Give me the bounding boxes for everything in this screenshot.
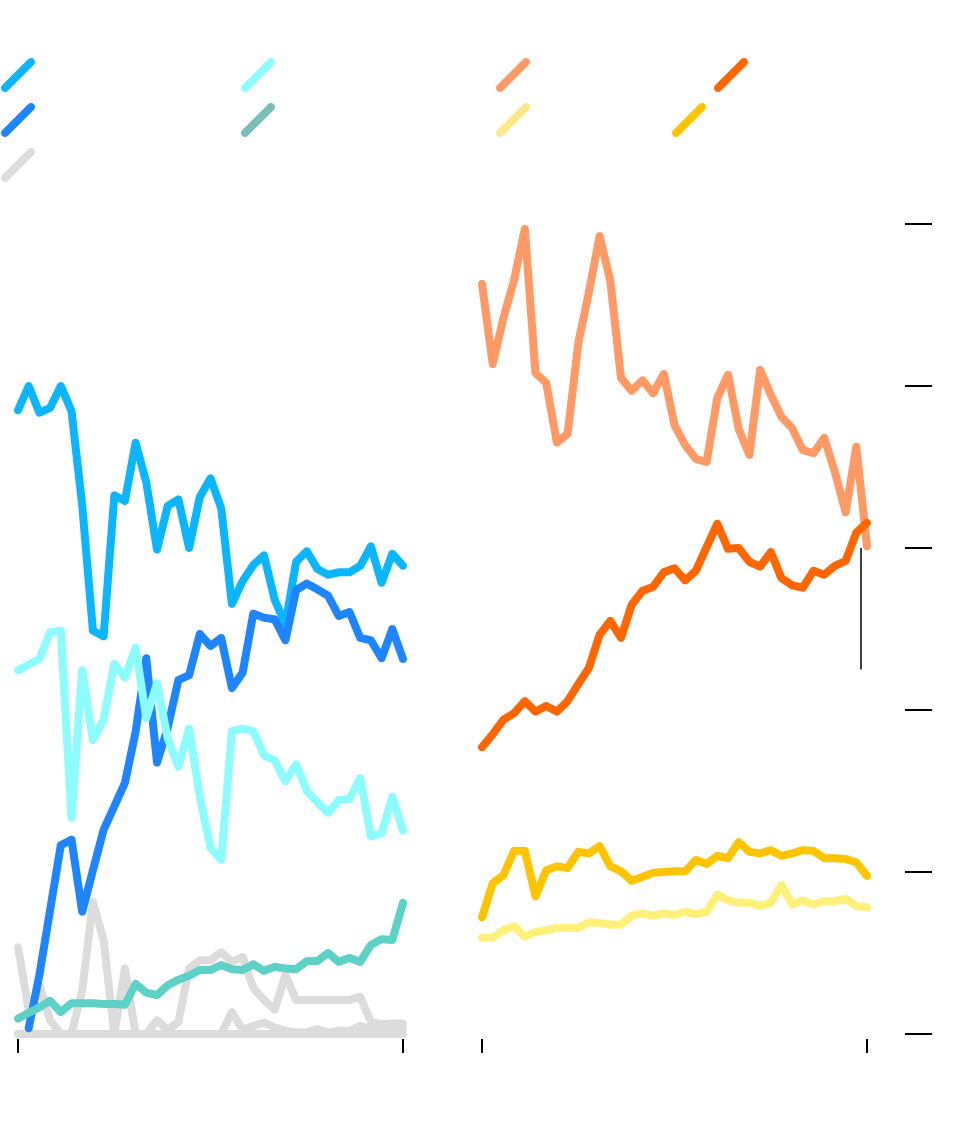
series-line-left: [14, 898, 407, 1023]
legend-swatch: [1, 58, 35, 92]
legend-swatch: [1, 103, 35, 137]
series-line-right: [478, 224, 871, 551]
series-line-left: [14, 626, 407, 864]
legend-swatch: [1, 148, 35, 182]
series-line-left: [14, 382, 407, 641]
legend-swatch: [714, 58, 748, 92]
legend-swatch: [241, 103, 275, 137]
x-axis: [17, 1039, 868, 1053]
series-line-right: [478, 518, 871, 752]
legend-swatch: [241, 58, 275, 92]
legend-swatch: [496, 58, 530, 92]
legend: [1, 58, 748, 182]
legend-swatch: [672, 103, 706, 137]
series-line-left: [24, 579, 407, 1033]
plot-area: [14, 224, 871, 1038]
legend-swatch: [496, 103, 530, 137]
series-line-right: [478, 881, 871, 942]
y-axis: [905, 223, 932, 1035]
series-line-left: [14, 1008, 407, 1038]
series-line-right: [478, 838, 871, 922]
